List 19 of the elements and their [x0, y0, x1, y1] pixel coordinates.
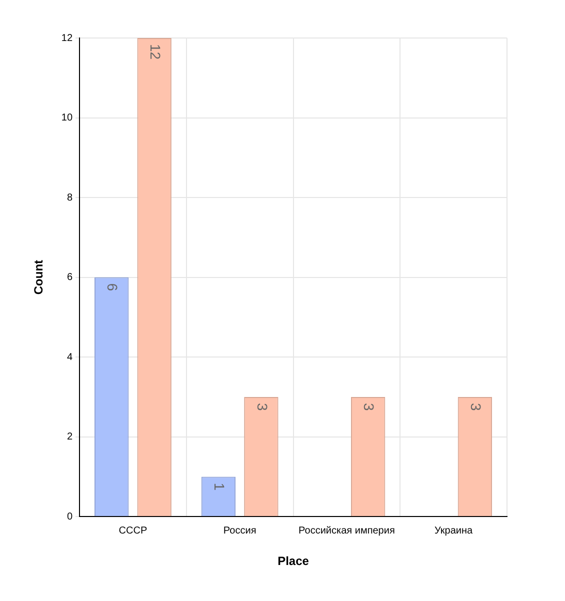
y-tick-label: 4: [66, 352, 73, 363]
x-tick-label: Украина: [434, 525, 474, 536]
y-tick-label: 0: [66, 511, 73, 522]
y-axis-title: Count: [32, 260, 46, 295]
x-axis-title: Place: [278, 554, 310, 568]
y-tick-label: 2: [66, 432, 73, 443]
data-label: 3: [361, 402, 378, 411]
x-tick-label: Россия: [223, 525, 256, 536]
data-label: 1: [212, 482, 228, 491]
data-label: 3: [468, 402, 484, 411]
data-label: 6: [104, 283, 121, 292]
x-tick-label: СССР: [118, 525, 148, 536]
y-tick-label: 10: [61, 112, 73, 124]
y-tick-label: 8: [66, 192, 73, 204]
y-tick-label: 12: [61, 32, 73, 44]
data-label: 3: [254, 402, 270, 411]
y-tick-label: 6: [66, 272, 73, 284]
x-tick-label: Российская империя: [298, 525, 395, 536]
data-label: 12: [147, 44, 164, 60]
